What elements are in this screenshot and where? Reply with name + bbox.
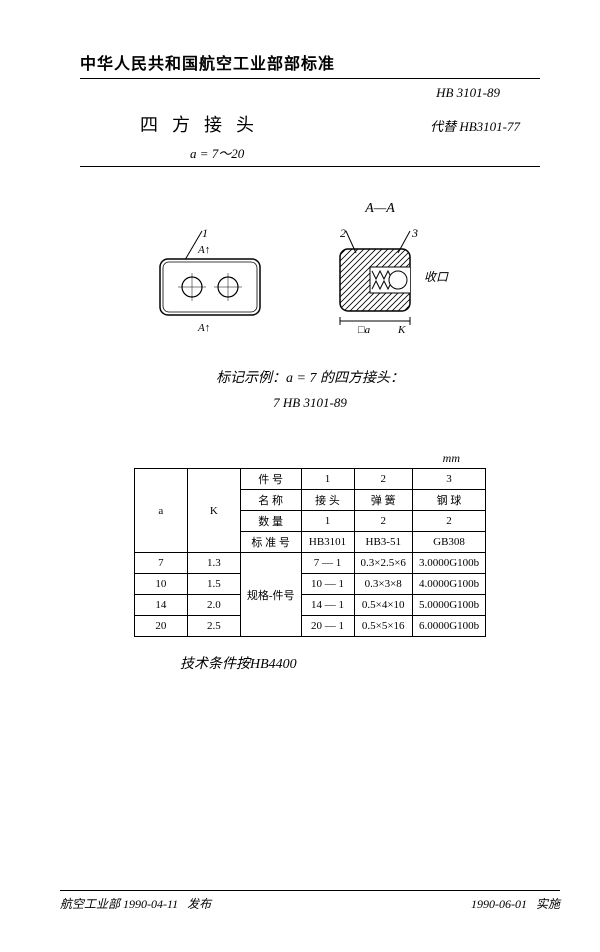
cell: 7 — 1: [301, 553, 354, 574]
label-ai-top: A↑: [197, 244, 210, 256]
cell: HB3101: [301, 532, 354, 553]
cell: HB3-51: [354, 532, 412, 553]
cell: 14 — 1: [301, 595, 354, 616]
divider-header: [80, 166, 540, 167]
tech-note: 技术条件按HB4400: [180, 653, 540, 673]
callout-3: 3: [411, 227, 418, 240]
cell: 20: [134, 616, 187, 637]
row-partno-label: 件 号: [240, 469, 301, 490]
cell: 3: [412, 469, 485, 490]
table-row: 14 2.0 14 — 1 0.5×4×10 5.0000G100b: [134, 595, 485, 616]
cell: 0.3×3×8: [354, 574, 412, 595]
org-title: 中华人民共和国航空工业部部标准: [80, 50, 540, 74]
cell: 1.3: [187, 553, 240, 574]
label-ai-bot: A↑: [197, 322, 210, 334]
cell: 1: [301, 469, 354, 490]
issuer: 航空工业部: [60, 897, 120, 911]
cell: 14: [134, 595, 187, 616]
callout-2: 2: [340, 227, 346, 240]
dim-a: □a: [358, 324, 371, 336]
section-label: A—A: [220, 201, 540, 217]
cell: 1.5: [187, 574, 240, 595]
effect-label: 实施: [536, 897, 560, 911]
spec-table: a K 件 号 1 2 3 名 称 接 头 弹 簧 钢 球 数 量 1 2 2 …: [134, 468, 486, 637]
replaces: 代替 HB3101-77: [430, 116, 540, 135]
cell: 2: [412, 511, 485, 532]
label-shoukou: 收口: [424, 270, 449, 284]
param-range: a = 7～20: [190, 143, 540, 162]
cell: 0.3×2.5×6: [354, 553, 412, 574]
drawings-area: 1 A↑ A↑ 2: [80, 227, 540, 347]
standard-number: HB 3101-89: [80, 85, 540, 101]
replaces-label: 代替: [430, 119, 456, 134]
footer: 航空工业部 1990-04-11 发布 1990-06-01 实施: [60, 886, 560, 912]
cell: 0.5×4×10: [354, 595, 412, 616]
table-row: 10 1.5 10 — 1 0.3×3×8 4.0000G100b: [134, 574, 485, 595]
cell: 2: [354, 511, 412, 532]
cell: 1: [301, 511, 354, 532]
cell: 4.0000G100b: [412, 574, 485, 595]
table-row: 20 2.5 20 — 1 0.5×5×16 6.0000G100b: [134, 616, 485, 637]
table-row: a K 件 号 1 2 3: [134, 469, 485, 490]
cell: 2: [354, 469, 412, 490]
row-name-label: 名 称: [240, 490, 301, 511]
cell: 10 — 1: [301, 574, 354, 595]
cell: 10: [134, 574, 187, 595]
cell: 2.0: [187, 595, 240, 616]
table-row: 7 1.3 规格-件号 7 — 1 0.3×2.5×6 3.0000G100b: [134, 553, 485, 574]
cell: 20 — 1: [301, 616, 354, 637]
issue-label: 发布: [187, 897, 211, 911]
col-k-header: K: [187, 469, 240, 553]
dim-k: K: [397, 324, 406, 336]
row-qty-label: 数 量: [240, 511, 301, 532]
effect-date: 1990-06-01: [471, 897, 527, 911]
marking-example-line1: 标记示例：a = 7 的四方接头：: [80, 367, 540, 387]
cell: 6.0000G100b: [412, 616, 485, 637]
footer-left: 航空工业部 1990-04-11 发布: [60, 895, 211, 912]
cell: GB308: [412, 532, 485, 553]
issue-date: 1990-04-11: [123, 897, 178, 911]
cell: 2.5: [187, 616, 240, 637]
spec-label: 规格-件号: [240, 553, 301, 637]
divider-footer: [60, 890, 560, 891]
document-title: 四方接头: [140, 111, 430, 137]
section-view-drawing: 2 3 收口 □a K: [320, 227, 480, 347]
cell: 弹 簧: [354, 490, 412, 511]
col-a-header: a: [134, 469, 187, 553]
divider-top: [80, 78, 540, 79]
table-unit: mm: [80, 451, 540, 466]
cell: 3.0000G100b: [412, 553, 485, 574]
footer-right: 1990-06-01 实施: [471, 895, 560, 912]
marking-example-line2: 7 HB 3101-89: [80, 395, 540, 411]
cell: 5.0000G100b: [412, 595, 485, 616]
row-std-label: 标 准 号: [240, 532, 301, 553]
cell: 钢 球: [412, 490, 485, 511]
front-view-drawing: 1 A↑ A↑: [140, 227, 280, 347]
cell: 0.5×5×16: [354, 616, 412, 637]
cell: 接 头: [301, 490, 354, 511]
cell: 7: [134, 553, 187, 574]
callout-1: 1: [202, 227, 208, 240]
replaces-number: HB3101-77: [459, 119, 520, 134]
